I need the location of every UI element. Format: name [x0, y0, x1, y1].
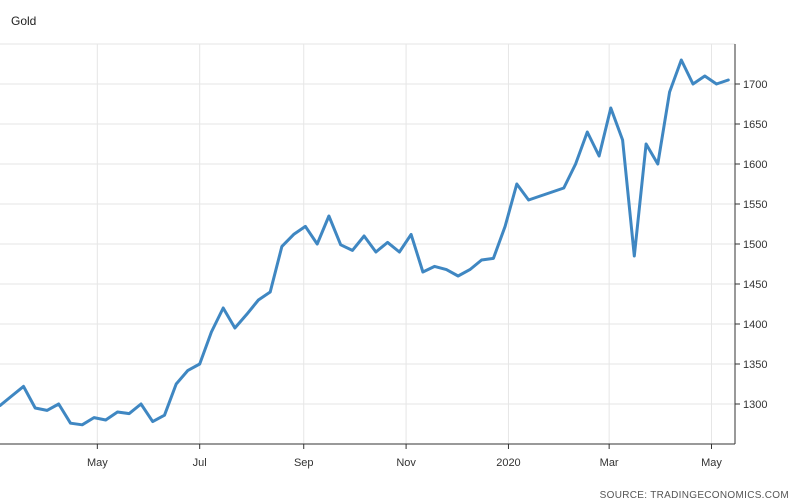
gridlines	[0, 43, 735, 444]
data-point	[409, 233, 413, 236]
data-point	[57, 402, 60, 406]
data-point	[433, 265, 436, 268]
data-point	[175, 382, 178, 386]
y-tick-label: 1600	[743, 159, 767, 171]
data-point	[421, 270, 425, 274]
data-point	[22, 385, 25, 388]
data-point	[69, 422, 72, 425]
x-axis: May Jul Sep Nov 2020 Mar May	[87, 444, 722, 469]
data-point	[10, 394, 13, 398]
data-point	[644, 142, 648, 146]
data-point	[503, 225, 507, 228]
data-point	[245, 313, 248, 316]
data-point	[280, 245, 284, 248]
data-point	[92, 416, 96, 419]
data-point	[550, 190, 554, 194]
data-point	[116, 410, 119, 414]
data-point	[316, 242, 319, 246]
y-tick-label: 1650	[743, 119, 767, 131]
data-point	[386, 241, 389, 244]
data-point	[198, 362, 201, 366]
data-point	[456, 274, 460, 278]
data-point	[210, 330, 213, 334]
data-point	[586, 130, 589, 134]
data-point	[445, 268, 448, 271]
y-tick-label: 1500	[743, 239, 767, 251]
data-point	[292, 233, 295, 236]
x-tick-label: Jul	[193, 457, 207, 469]
data-point	[597, 154, 601, 158]
chart-title: Gold	[11, 14, 36, 28]
data-point	[562, 186, 565, 190]
data-point	[233, 326, 237, 330]
data-point	[222, 306, 225, 310]
data-point	[327, 214, 331, 218]
data-point	[304, 225, 307, 228]
data-point	[163, 414, 166, 417]
data-point	[492, 257, 495, 260]
data-point	[339, 243, 342, 246]
data-point	[680, 58, 683, 62]
data-point	[374, 250, 378, 254]
data-point	[527, 198, 530, 202]
data-point	[468, 268, 472, 271]
data-point	[351, 249, 354, 252]
data-point	[668, 90, 671, 94]
data-point	[45, 409, 49, 412]
data-point	[257, 298, 260, 302]
y-tick-label: 1700	[743, 79, 767, 91]
data-point	[703, 74, 706, 78]
data-point	[515, 182, 518, 186]
x-tick-label: 2020	[496, 457, 520, 469]
data-point	[362, 234, 366, 238]
y-tick-label: 1350	[743, 359, 767, 371]
data-point	[269, 290, 272, 294]
y-tick-label: 1300	[743, 399, 767, 411]
data-point	[104, 418, 107, 422]
data-point	[151, 420, 154, 423]
data-point	[398, 250, 401, 254]
source-label: SOURCE: TRADINGECONOMICS.COM	[600, 490, 789, 501]
data-point	[727, 78, 730, 82]
x-tick-label: May	[87, 457, 108, 469]
data-point	[715, 82, 718, 86]
data-point	[691, 82, 695, 86]
gold-price-line	[0, 58, 730, 427]
x-tick-label: Sep	[294, 457, 314, 469]
x-tick-label: Mar	[600, 457, 619, 469]
data-point	[574, 162, 577, 166]
data-point	[186, 369, 190, 372]
data-point	[128, 412, 131, 415]
data-point	[480, 258, 483, 262]
series-layer	[0, 58, 730, 427]
data-point	[621, 138, 624, 142]
data-point	[539, 194, 542, 198]
data-point	[139, 402, 143, 406]
y-tick-label: 1550	[743, 199, 767, 211]
y-axis: 1300 1350 1400 1450 1500 1550 1600 1650 1700	[0, 44, 767, 445]
x-tick-label: May	[701, 457, 722, 469]
data-point	[81, 423, 84, 426]
y-tick-label: 1400	[743, 319, 767, 331]
data-point	[609, 106, 612, 110]
y-tick-label: 1450	[743, 279, 767, 291]
data-point	[633, 254, 636, 258]
data-point	[0, 404, 2, 407]
x-tick-label: Nov	[396, 457, 416, 469]
data-point	[34, 406, 37, 410]
data-point	[656, 162, 659, 166]
